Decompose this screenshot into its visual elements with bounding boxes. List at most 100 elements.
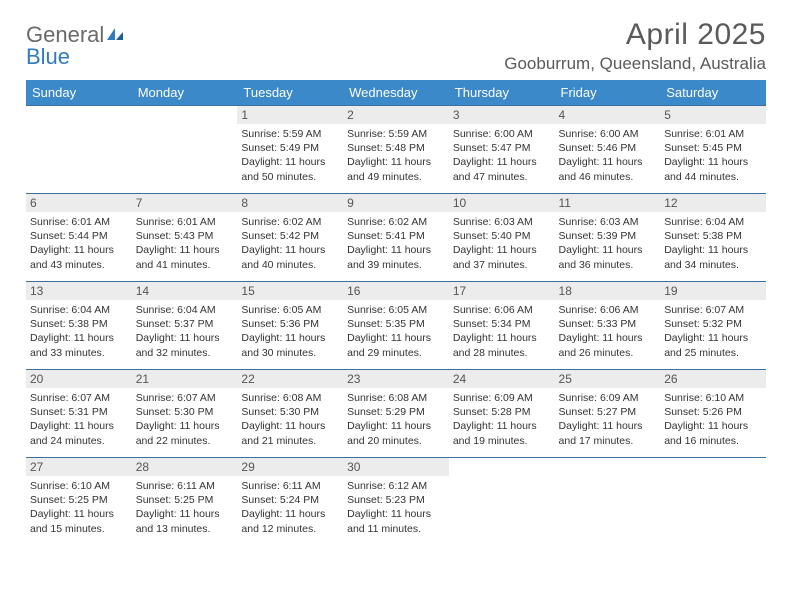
- day-details: Sunrise: 6:01 AMSunset: 5:45 PMDaylight:…: [664, 127, 762, 184]
- day-details: Sunrise: 6:09 AMSunset: 5:27 PMDaylight:…: [559, 391, 657, 448]
- calendar-body: 1 Sunrise: 5:59 AMSunset: 5:49 PMDaylight…: [26, 106, 766, 546]
- day-details: Sunrise: 6:02 AMSunset: 5:41 PMDaylight:…: [347, 215, 445, 272]
- weekday-header-row: SundayMondayTuesdayWednesdayThursdayFrid…: [26, 80, 766, 106]
- calendar-cell: 30 Sunrise: 6:12 AMSunset: 5:23 PMDayligh…: [343, 458, 449, 546]
- day-details: Sunrise: 6:08 AMSunset: 5:29 PMDaylight:…: [347, 391, 445, 448]
- day-number: 2: [343, 106, 449, 124]
- calendar-cell: 20 Sunrise: 6:07 AMSunset: 5:31 PMDayligh…: [26, 370, 132, 458]
- day-details: Sunrise: 6:07 AMSunset: 5:30 PMDaylight:…: [136, 391, 234, 448]
- calendar-cell: 22 Sunrise: 6:08 AMSunset: 5:30 PMDayligh…: [237, 370, 343, 458]
- day-details: Sunrise: 6:10 AMSunset: 5:25 PMDaylight:…: [30, 479, 128, 536]
- calendar-cell: 24 Sunrise: 6:09 AMSunset: 5:28 PMDayligh…: [449, 370, 555, 458]
- weekday-header: Friday: [555, 80, 661, 106]
- day-details: Sunrise: 6:05 AMSunset: 5:36 PMDaylight:…: [241, 303, 339, 360]
- calendar-cell: 2Sunrise: 5:59 AMSunset: 5:48 PMDaylight…: [343, 106, 449, 194]
- day-number: 20: [26, 370, 132, 388]
- calendar-cell: 4 Sunrise: 6:00 AMSunset: 5:46 PMDaylight…: [555, 106, 661, 194]
- calendar-cell: 17Sunrise: 6:06 AMSunset: 5:34 PMDayligh…: [449, 282, 555, 370]
- day-details: Sunrise: 6:05 AMSunset: 5:35 PMDaylight:…: [347, 303, 445, 360]
- day-details: Sunrise: 6:00 AMSunset: 5:46 PMDaylight:…: [559, 127, 657, 184]
- day-details: Sunrise: 6:11 AMSunset: 5:24 PMDaylight:…: [241, 479, 339, 536]
- calendar-cell: 8 Sunrise: 6:02 AMSunset: 5:42 PMDaylight…: [237, 194, 343, 282]
- day-number: 21: [132, 370, 238, 388]
- calendar-cell: 12 Sunrise: 6:04 AMSunset: 5:38 PMDayligh…: [660, 194, 766, 282]
- day-details: Sunrise: 6:03 AMSunset: 5:39 PMDaylight:…: [559, 215, 657, 272]
- calendar-cell: 11 Sunrise: 6:03 AMSunset: 5:39 PMDayligh…: [555, 194, 661, 282]
- day-details: Sunrise: 6:09 AMSunset: 5:28 PMDaylight:…: [453, 391, 551, 448]
- calendar-cell: 18 Sunrise: 6:06 AMSunset: 5:33 PMDayligh…: [555, 282, 661, 370]
- calendar-cell: 15 Sunrise: 6:05 AMSunset: 5:36 PMDayligh…: [237, 282, 343, 370]
- day-number: 8: [237, 194, 343, 212]
- day-details: Sunrise: 6:04 AMSunset: 5:38 PMDaylight:…: [30, 303, 128, 360]
- day-details: Sunrise: 6:04 AMSunset: 5:38 PMDaylight:…: [664, 215, 762, 272]
- weekday-header: Thursday: [449, 80, 555, 106]
- weekday-header: Monday: [132, 80, 238, 106]
- day-details: Sunrise: 6:12 AMSunset: 5:23 PMDaylight:…: [347, 479, 445, 536]
- day-details: Sunrise: 5:59 AMSunset: 5:49 PMDaylight:…: [241, 127, 339, 184]
- weekday-header: Sunday: [26, 80, 132, 106]
- calendar-cell: 5 Sunrise: 6:01 AMSunset: 5:45 PMDaylight…: [660, 106, 766, 194]
- day-number: 27: [26, 458, 132, 476]
- day-details: Sunrise: 6:02 AMSunset: 5:42 PMDaylight:…: [241, 215, 339, 272]
- day-details: Sunrise: 6:06 AMSunset: 5:34 PMDaylight:…: [453, 303, 551, 360]
- day-number: 14: [132, 282, 238, 300]
- day-number: 1: [237, 106, 343, 124]
- day-number: 9: [343, 194, 449, 212]
- day-details: Sunrise: 6:06 AMSunset: 5:33 PMDaylight:…: [559, 303, 657, 360]
- calendar-cell: [449, 458, 555, 546]
- header: General Blue April 2025 Gooburrum, Queen…: [26, 18, 766, 74]
- day-details: Sunrise: 6:03 AMSunset: 5:40 PMDaylight:…: [453, 215, 551, 272]
- day-number: 12: [660, 194, 766, 212]
- title-block: April 2025 Gooburrum, Queensland, Austra…: [504, 18, 766, 74]
- calendar-cell: 29 Sunrise: 6:11 AMSunset: 5:24 PMDayligh…: [237, 458, 343, 546]
- logo-word-blue: Blue: [26, 44, 70, 69]
- day-number: 3: [449, 106, 555, 124]
- day-number: 10: [449, 194, 555, 212]
- calendar-cell: 3 Sunrise: 6:00 AMSunset: 5:47 PMDaylight…: [449, 106, 555, 194]
- day-details: Sunrise: 6:08 AMSunset: 5:30 PMDaylight:…: [241, 391, 339, 448]
- calendar-cell: [26, 106, 132, 194]
- calendar-cell: 6Sunrise: 6:01 AMSunset: 5:44 PMDaylight…: [26, 194, 132, 282]
- weekday-header: Wednesday: [343, 80, 449, 106]
- day-number: 25: [555, 370, 661, 388]
- weekday-header: Tuesday: [237, 80, 343, 106]
- calendar-cell: 7Sunrise: 6:01 AMSunset: 5:43 PMDaylight…: [132, 194, 238, 282]
- day-number: 28: [132, 458, 238, 476]
- day-number: 22: [237, 370, 343, 388]
- calendar-week-row: 1 Sunrise: 5:59 AMSunset: 5:49 PMDaylight…: [26, 106, 766, 194]
- day-details: Sunrise: 6:01 AMSunset: 5:43 PMDaylight:…: [136, 215, 234, 272]
- day-number: 24: [449, 370, 555, 388]
- calendar-cell: 14 Sunrise: 6:04 AMSunset: 5:37 PMDayligh…: [132, 282, 238, 370]
- calendar-cell: 1 Sunrise: 5:59 AMSunset: 5:49 PMDaylight…: [237, 106, 343, 194]
- calendar-cell: 13Sunrise: 6:04 AMSunset: 5:38 PMDayligh…: [26, 282, 132, 370]
- calendar-week-row: 27 Sunrise: 6:10 AMSunset: 5:25 PMDayligh…: [26, 458, 766, 546]
- calendar-cell: 23 Sunrise: 6:08 AMSunset: 5:29 PMDayligh…: [343, 370, 449, 458]
- weekday-header: Saturday: [660, 80, 766, 106]
- day-number: 23: [343, 370, 449, 388]
- logo-sail-icon: [105, 24, 125, 46]
- calendar-cell: [555, 458, 661, 546]
- day-number: 5: [660, 106, 766, 124]
- day-details: Sunrise: 6:00 AMSunset: 5:47 PMDaylight:…: [453, 127, 551, 184]
- day-details: Sunrise: 6:07 AMSunset: 5:31 PMDaylight:…: [30, 391, 128, 448]
- calendar-cell: 16 Sunrise: 6:05 AMSunset: 5:35 PMDayligh…: [343, 282, 449, 370]
- calendar-week-row: 20 Sunrise: 6:07 AMSunset: 5:31 PMDayligh…: [26, 370, 766, 458]
- day-details: Sunrise: 6:04 AMSunset: 5:37 PMDaylight:…: [136, 303, 234, 360]
- calendar-cell: 26Sunrise: 6:10 AMSunset: 5:26 PMDayligh…: [660, 370, 766, 458]
- day-number: 11: [555, 194, 661, 212]
- calendar-week-row: 13Sunrise: 6:04 AMSunset: 5:38 PMDayligh…: [26, 282, 766, 370]
- day-number: 15: [237, 282, 343, 300]
- calendar-cell: 25 Sunrise: 6:09 AMSunset: 5:27 PMDayligh…: [555, 370, 661, 458]
- calendar-cell: 19Sunrise: 6:07 AMSunset: 5:32 PMDayligh…: [660, 282, 766, 370]
- day-number: 19: [660, 282, 766, 300]
- day-number: 29: [237, 458, 343, 476]
- day-number: 30: [343, 458, 449, 476]
- day-number: 4: [555, 106, 661, 124]
- day-number: 16: [343, 282, 449, 300]
- logo: General Blue: [26, 18, 125, 68]
- day-number: 18: [555, 282, 661, 300]
- page-title: April 2025: [504, 18, 766, 52]
- calendar-table: SundayMondayTuesdayWednesdayThursdayFrid…: [26, 80, 766, 546]
- calendar-cell: [660, 458, 766, 546]
- day-number: 6: [26, 194, 132, 212]
